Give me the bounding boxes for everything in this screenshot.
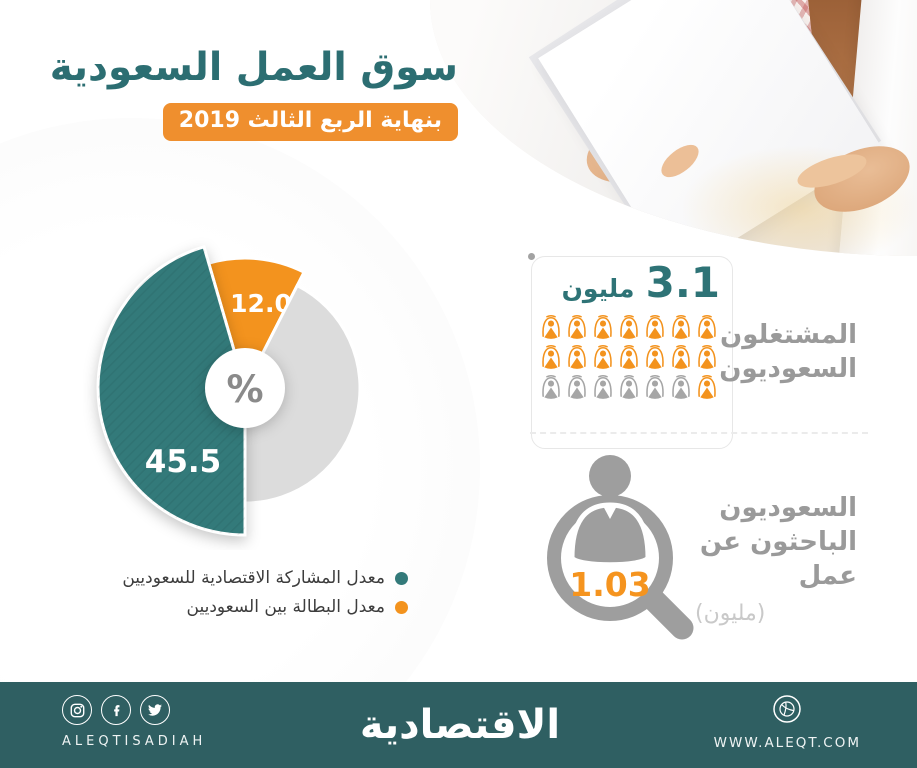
employed-number: 3.1 [645, 258, 720, 307]
jobseekers-label-line1: السعوديون [719, 493, 857, 523]
person-icon [591, 313, 615, 341]
person-shoulders-icon [569, 502, 651, 568]
person-icon [565, 343, 589, 371]
person-icon [695, 343, 719, 371]
person-icon [565, 313, 589, 341]
employed-value: 3.1 مليون [532, 258, 732, 307]
magnifier-handle-icon [642, 588, 694, 640]
brand-logo: الاقتصادية [359, 702, 561, 748]
pie-value-label: 45.5 [145, 444, 222, 480]
employed-label-line1: المشتغلون [720, 320, 857, 350]
legend-label: معدل البطالة بين السعوديين [186, 597, 385, 617]
person-icon [669, 343, 693, 371]
person-icon [565, 373, 589, 401]
footer: ALEQTISADIAH الاقتصادية WWW.ALEQT.COM [0, 682, 917, 768]
pie-center-percent: % [226, 368, 263, 411]
person-icon [669, 313, 693, 341]
employed-label: المشتغلون السعوديون [719, 318, 857, 387]
jobseekers-label-line2: الباحثون عن عمل [699, 526, 857, 591]
collar-notch [602, 504, 618, 519]
person-icon [643, 313, 667, 341]
twitter-icon[interactable] [140, 695, 170, 725]
footer-social-block: ALEQTISADIAH [62, 695, 206, 749]
photo-handing-document [430, 0, 917, 256]
website-url[interactable]: WWW.ALEQT.COM [713, 735, 861, 751]
corner-dot [528, 253, 535, 260]
person-icon [617, 313, 641, 341]
person-icon [643, 343, 667, 371]
pie-slice-hatch [98, 246, 245, 535]
person-icon [669, 373, 693, 401]
jobseekers-number: 1.03 [569, 565, 650, 604]
pie-legend: معدل المشاركة الاقتصادية للسعوديين معدل … [40, 568, 408, 617]
orange-dot-icon [395, 600, 408, 614]
person-icon [539, 313, 563, 341]
legend-item-unemployment: معدل البطالة بين السعوديين [40, 597, 408, 617]
pie-slice-0 [206, 256, 307, 393]
globe-icon [772, 694, 802, 728]
teal-dot-icon [395, 571, 408, 585]
person-icon [539, 373, 563, 401]
person-icon [695, 313, 719, 341]
person-icon [617, 373, 641, 401]
legend-item-participation: معدل المشاركة الاقتصادية للسعوديين [40, 568, 408, 588]
jobseekers-label-note: (مليون) [695, 601, 766, 627]
jobseekers-magnifier: 1.03 [547, 455, 694, 640]
header: سوق العمل السعودية بنهاية الربع الثالث 2… [40, 45, 458, 141]
person-icon [591, 343, 615, 371]
employed-unit: مليون [561, 274, 635, 303]
social-handle: ALEQTISADIAH [62, 734, 207, 749]
employed-pictograph-box: 3.1 مليون [528, 253, 733, 449]
person-icon [539, 343, 563, 371]
pie-slice-1 [243, 283, 362, 505]
legend-label: معدل المشاركة الاقتصادية للسعوديين [122, 568, 385, 588]
dotted-separator [530, 432, 868, 434]
pie-chart: 12.045.5 % [96, 244, 362, 537]
subtitle-badge: بنهاية الربع الثالث 2019 [162, 102, 458, 141]
footer-website-block: WWW.ALEQT.COM [714, 694, 861, 751]
pie-center-circle [205, 348, 285, 428]
person-icon [643, 373, 667, 401]
employed-label-line2: السعوديون [719, 354, 857, 385]
jobseekers-label: السعوديون الباحثون عن عمل (مليون) [695, 492, 857, 626]
person-icon [591, 373, 615, 401]
person-head-icon [589, 455, 631, 497]
instagram-icon[interactable] [62, 695, 92, 725]
facebook-icon[interactable] [101, 695, 131, 725]
person-icon [695, 373, 719, 401]
person-icon [617, 343, 641, 371]
person-icon-grid [539, 313, 719, 401]
page-title: سوق العمل السعودية [49, 45, 458, 90]
